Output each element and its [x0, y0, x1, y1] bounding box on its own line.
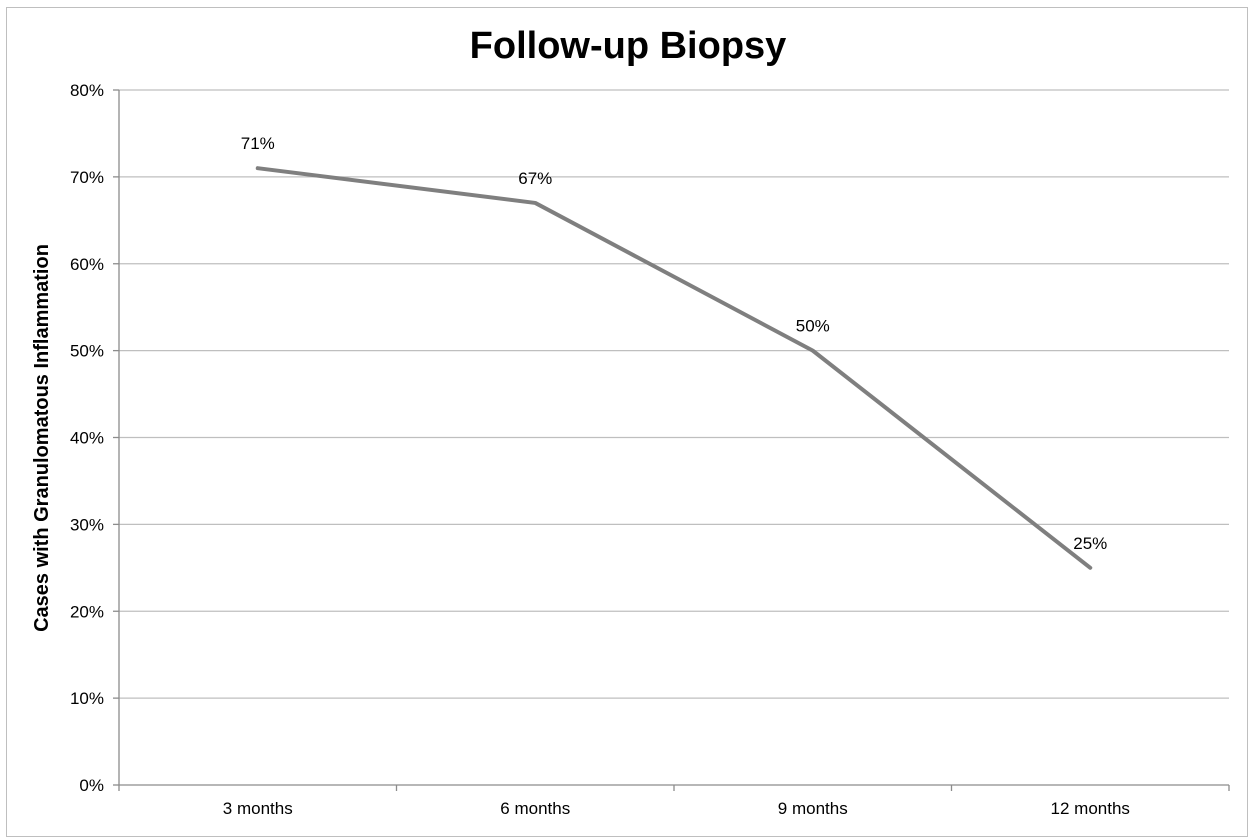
data-label: 71%: [241, 134, 275, 153]
y-axis-title: Cases with Granulomatous Inflammation: [31, 244, 53, 632]
y-tick-label: 20%: [70, 602, 104, 621]
series-group: [258, 168, 1091, 568]
chart-title: Follow-up Biopsy: [470, 25, 787, 67]
y-tick-labels: 0% 10% 20% 30% 40% 50% 60% 70% 80%: [70, 81, 119, 795]
data-label: 25%: [1073, 534, 1107, 553]
x-tick-labels: 3 months 6 months 9 months 12 months: [119, 785, 1229, 818]
y-tick-label: 70%: [70, 168, 104, 187]
data-label: 50%: [796, 317, 830, 336]
y-tick-label: 30%: [70, 515, 104, 534]
data-labels: 71% 67% 50% 25%: [241, 134, 1108, 553]
y-tick-label: 60%: [70, 255, 104, 274]
y-tick-label: 40%: [70, 429, 104, 448]
y-tick-label: 0%: [79, 776, 104, 795]
x-tick-label: 6 months: [500, 799, 570, 818]
y-tick-label: 50%: [70, 342, 104, 361]
y-tick-label: 80%: [70, 81, 104, 100]
gridlines: [119, 90, 1229, 698]
data-label: 67%: [518, 169, 552, 188]
x-tick-label: 12 months: [1051, 799, 1130, 818]
series-line: [258, 168, 1091, 568]
x-tick-label: 9 months: [778, 799, 848, 818]
y-tick-label: 10%: [70, 689, 104, 708]
x-tick-label: 3 months: [223, 799, 293, 818]
